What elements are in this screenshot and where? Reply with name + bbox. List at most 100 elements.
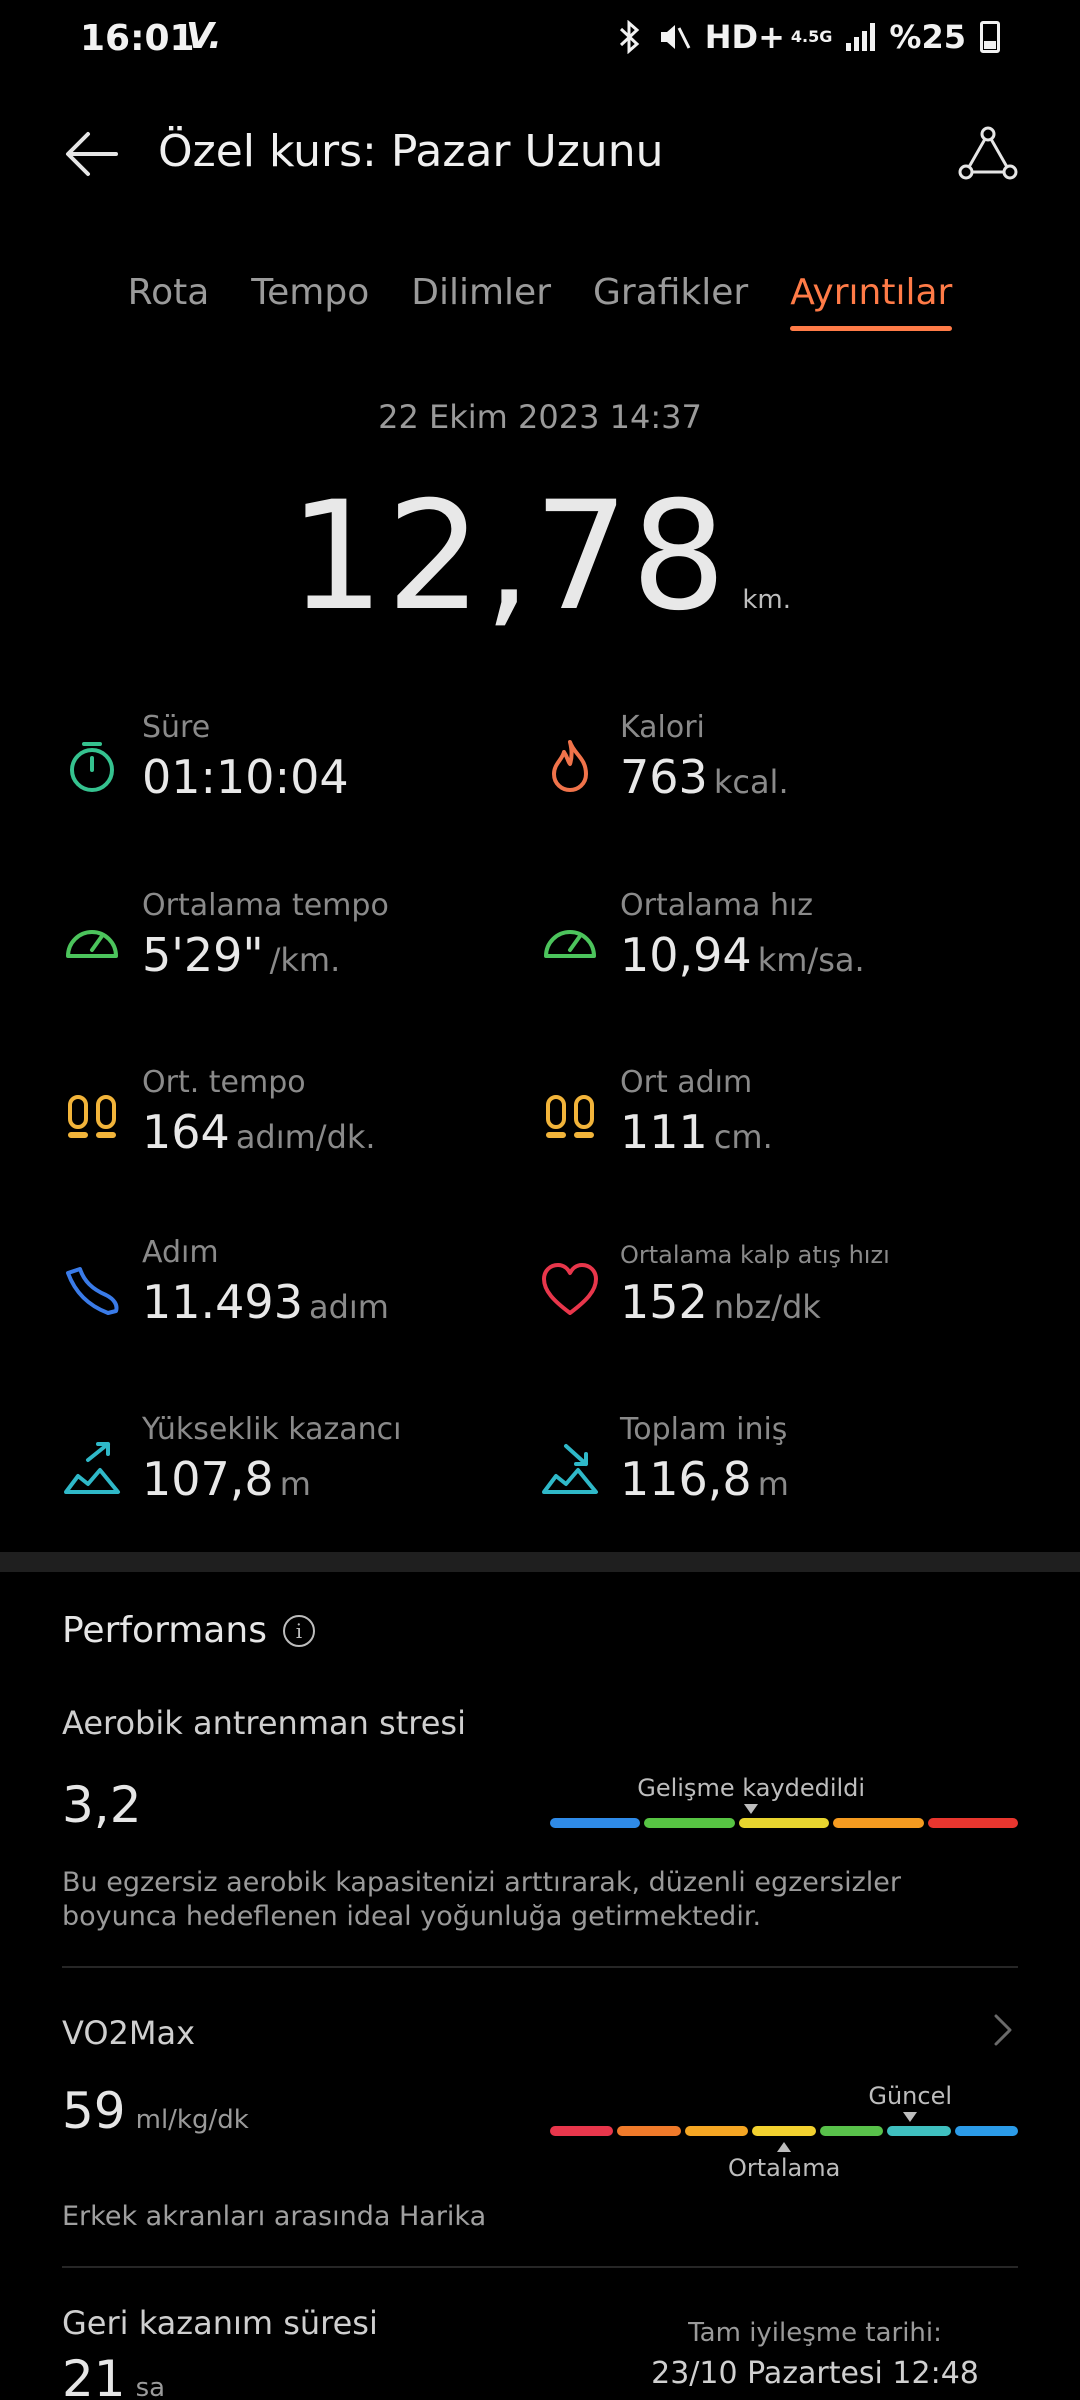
shoe-icon: [66, 1267, 119, 1315]
recovery-value-block: 21 sa: [62, 2350, 166, 2400]
metric-ort-tempo: Ort. tempo 164 adım/dk.: [62, 1065, 522, 1185]
divider: [62, 2266, 1018, 2268]
metric-value: 5'29"/km.: [142, 928, 341, 982]
page-title: Özel kurs: Pazar Uzunu: [158, 126, 664, 177]
battery-percent: %25: [889, 18, 966, 56]
vo2max-current-marker: [903, 2112, 918, 2122]
metric-kalori: Kalori 763 kcal.: [540, 710, 1000, 830]
metric-label: Ortalama hız: [620, 888, 814, 923]
metric-value: 10,94 km/sa.: [620, 928, 865, 982]
aerobic-marker: [744, 1804, 759, 1814]
tab-bar: Rota Tempo Dilimler Grafikler Ayrıntılar: [0, 272, 1080, 331]
metric-sure: Süre 01:10:04: [62, 710, 522, 830]
status-time: 16:01: [80, 18, 195, 59]
scale-segment: [887, 2126, 951, 2136]
vo2max-scale: [550, 2126, 1018, 2136]
share-icon[interactable]: [958, 124, 1018, 184]
network-label: HD+: [704, 18, 785, 56]
battery-icon: [980, 21, 1000, 53]
tab-grafikler[interactable]: Grafikler: [593, 272, 749, 313]
workout-date: 22 Ekim 2023 14:37: [378, 398, 702, 436]
recovery-full-date-block: Tam iyileşme tarihi: 23/10 Pazartesi 12:…: [650, 2318, 980, 2391]
scale-segment: [738, 1818, 830, 1828]
distance-unit: km.: [742, 585, 792, 615]
scale-segment: [927, 1818, 1019, 1828]
signal-icon: [846, 23, 876, 51]
aerobic-status: Gelişme kaydedildi: [637, 1774, 866, 1802]
metric-label: Adım: [142, 1235, 219, 1270]
metric-value: 01:10:04: [142, 750, 349, 804]
metric-label: Ort. tempo: [142, 1065, 306, 1100]
section-divider: [0, 1552, 1080, 1572]
aerobic-description: Bu egzersiz aerobik kapasitenizi arttıra…: [62, 1867, 901, 1932]
metric-value: 11.493 adım: [142, 1275, 389, 1329]
recovery-full-label: Tam iyileşme tarihi:: [688, 2318, 942, 2348]
metric-label: Yükseklik kazancı: [142, 1412, 402, 1447]
tab-ayrintilar[interactable]: Ayrıntılar: [790, 272, 953, 331]
elevation-gain-icon: [64, 1442, 120, 1494]
status-icons: HD+ 4.5G %25: [617, 18, 1000, 56]
mute-vibrate-icon: [660, 25, 691, 49]
metric-label: Ortalama tempo: [142, 888, 389, 923]
metric-value: 763 kcal.: [620, 750, 789, 804]
flame-icon: [552, 740, 588, 792]
vo2max-current-label: Güncel: [868, 2082, 953, 2110]
scale-segment: [550, 1818, 641, 1828]
vo2max-value-block: 59 ml/kg/dk: [62, 2082, 249, 2140]
scale-segment: [954, 2126, 1018, 2136]
metric-toplam-inis: Toplam iniş 116,8 m: [540, 1412, 1000, 1532]
info-icon[interactable]: i: [282, 1614, 315, 1647]
metric-ortalama-tempo: Ortalama tempo 5'29"/km.: [62, 888, 522, 1008]
metric-value: 116,8 m: [620, 1452, 789, 1506]
scale-segment: [684, 2126, 749, 2136]
tab-tempo[interactable]: Tempo: [251, 272, 370, 313]
distance-value: 12,78: [288, 470, 729, 644]
metric-value: 107,8 m: [142, 1452, 311, 1506]
speedometer-icon: [66, 930, 118, 958]
recovery-label: Geri kazanım süresi: [62, 2304, 378, 2342]
app-header: Özel kurs: Pazar Uzunu: [0, 110, 1080, 190]
metric-label: Ort adım: [620, 1065, 753, 1100]
footprints-icon: [68, 1095, 116, 1138]
metric-value: 111 cm.: [620, 1105, 773, 1159]
scale-segment: [819, 2126, 884, 2136]
carrier-logo: V.: [186, 16, 222, 57]
footprints-icon: [546, 1095, 594, 1138]
metric-yukseklik-kazanci: Yükseklik kazancı 107,8 m: [62, 1412, 522, 1532]
scale-segment: [833, 1818, 924, 1828]
metric-ortalama-hiz: Ortalama hız 10,94 km/sa.: [540, 888, 1000, 1008]
aerobic-value: 3,2: [62, 1776, 142, 1834]
metric-value: 152 nbz/dk: [620, 1275, 821, 1329]
network-type: 4.5G: [790, 27, 833, 46]
aerobic-label: Aerobik antrenman stresi: [62, 1704, 466, 1742]
back-arrow-icon[interactable]: [62, 124, 122, 184]
status-bar: 16:01 V. HD+ 4.5G %25: [0, 0, 1080, 80]
stopwatch-icon: [70, 742, 114, 792]
bluetooth-icon: [619, 20, 639, 54]
elevation-loss-icon: [542, 1444, 598, 1494]
scale-segment: [617, 2126, 681, 2136]
recovery-full-date: 23/10 Pazartesi 12:48: [651, 2356, 979, 2391]
scale-segment: [550, 2126, 614, 2136]
vo2max-average-label: Ortalama: [728, 2154, 841, 2182]
heart-icon: [542, 1263, 598, 1315]
speedometer-icon: [544, 930, 596, 958]
distance-summary: 12,78 km.: [0, 470, 1080, 644]
performance-header: Performans i: [62, 1610, 315, 1651]
metric-adim: Adım 11.493 adım: [62, 1235, 522, 1355]
scale-segment: [644, 1818, 735, 1828]
performance-title: Performans: [62, 1610, 267, 1651]
metric-label: Toplam iniş: [620, 1412, 788, 1447]
tab-dilimler[interactable]: Dilimler: [411, 272, 551, 313]
metric-value: 164 adım/dk.: [142, 1105, 376, 1159]
scale-segment: [752, 2126, 816, 2136]
vo2max-average-marker: [777, 2142, 791, 2152]
vo2max-label[interactable]: VO2Max: [62, 2014, 196, 2052]
metric-ort-adim: Ort adım 111 cm.: [540, 1065, 1000, 1185]
tab-rota[interactable]: Rota: [127, 272, 210, 313]
metric-label: Ortalama kalp atış hızı: [620, 1241, 890, 1269]
vo2max-peer-text: Erkek akranları arasında Harika: [62, 2201, 487, 2232]
chevron-right-icon[interactable]: [988, 2012, 1018, 2048]
metric-kalp-atis-hizi: Ortalama kalp atış hızı 152 nbz/dk: [540, 1235, 1000, 1355]
metric-label: Süre: [142, 710, 211, 745]
